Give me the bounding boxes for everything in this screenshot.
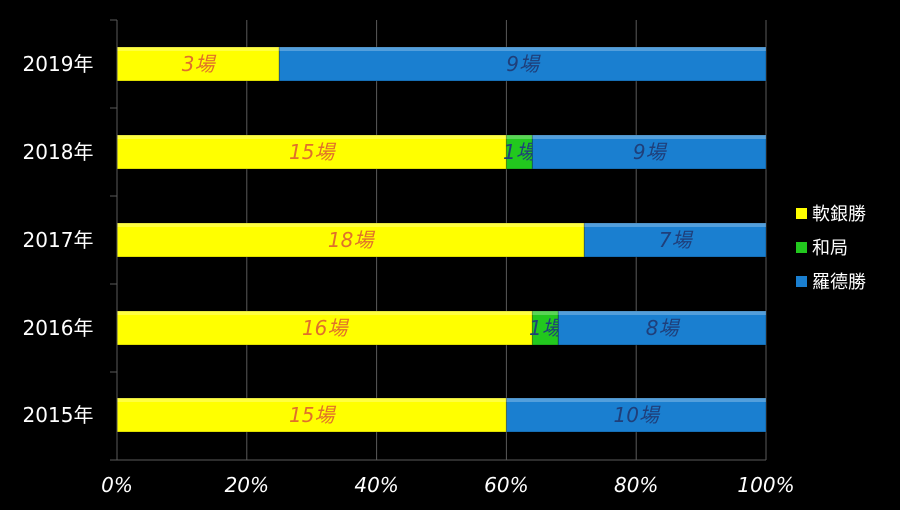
x-tick-label: 80% [614,473,658,497]
category-label: 2018年 [23,140,94,164]
bar-segment [116,397,507,433]
data-label: 1場 [503,140,538,164]
bar-segment [583,222,767,258]
data-label: 16場 [302,316,349,340]
bar-segment [505,397,767,433]
data-label: 7場 [659,228,694,252]
legend-swatch [796,276,807,287]
bar-segment [505,134,533,170]
bar-highlight [506,135,533,139]
bar-segment [116,222,585,258]
bar-highlight [558,311,766,315]
x-tick-label: 60% [484,473,528,497]
category-label: 2019年 [23,52,94,76]
x-tick-label: 40% [354,473,398,497]
data-label: 18場 [328,228,375,252]
data-label: 3場 [182,52,217,76]
bar-highlight [117,311,533,315]
x-tick-label: 100% [737,473,794,497]
bar-highlight [506,398,766,402]
data-label: 9場 [633,140,668,164]
legend-label: 和局 [812,238,848,259]
x-tick-label: 0% [101,473,133,497]
bar-highlight [117,223,585,227]
bar-segment [531,134,767,170]
axes: 0% 20% 40% 60% 80% 100% 2019年 2018年 2017年 2016年 20… [23,19,795,497]
data-label: 8場 [646,316,681,340]
bar-segment [531,310,559,346]
bar-highlight [117,135,507,139]
bars: 3場 9場 15場 1場 9場 18場 7場 16場 1場 8場 15場 10場 [116,46,767,433]
legend-swatch [796,242,807,253]
data-label: 1場 [529,316,564,340]
x-tick-label: 20% [225,473,269,497]
bar-highlight [532,311,559,315]
bar-highlight [584,223,766,227]
legend-label: 羅德勝 [812,272,866,293]
bar-highlight [532,135,766,139]
bar-highlight [117,47,280,51]
bar-segment [557,310,767,346]
bar-segment [116,46,280,82]
category-label: 2017年 [23,228,94,252]
data-label: 9場 [506,52,541,76]
legend-swatch [796,208,807,219]
bar-highlight [117,398,507,402]
category-label: 2015年 [23,403,94,427]
bar-segment [116,310,533,346]
data-label: 15場 [289,140,336,164]
legend-label: 軟銀勝 [812,204,866,225]
bar-segment [278,46,767,82]
data-label: 10場 [613,403,660,427]
category-label: 2016年 [23,316,94,340]
bar-highlight [279,47,766,51]
data-label: 15場 [289,403,336,427]
